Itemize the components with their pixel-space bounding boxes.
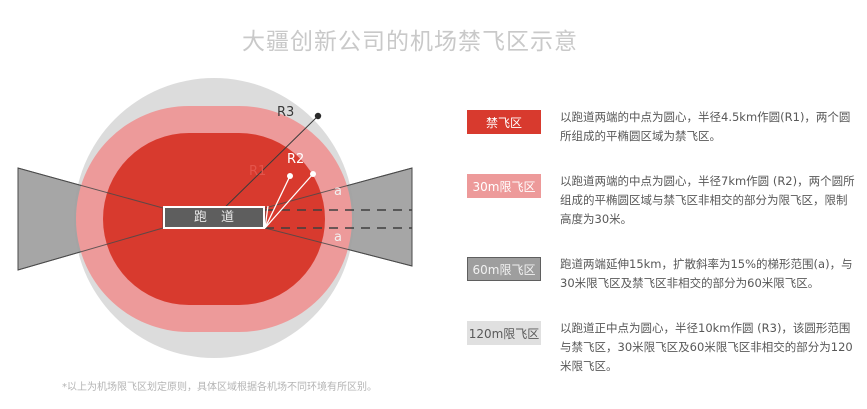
- footnote: *以上为机场限飞区划定原则，具体区域根据各机场不同环境有所区别。: [62, 382, 377, 393]
- legend-desc-no-fly: 以跑道两端的中点为圆心，半径4.5km作圆(R1)，两个圆所组成的平椭圆区域为禁…: [560, 110, 851, 143]
- legend-chip-no-fly: 禁飞区: [467, 110, 541, 134]
- airport-no-fly-zone-diagram: 跑 道 R1 R2 R3 a a: [0, 48, 440, 378]
- radius-dot-r1-edge: [287, 173, 293, 179]
- legend-row-60m: 60m限飞区 跑道两端延伸15km，扩散斜率为15%的梯形范围(a)，与30米限…: [467, 257, 857, 292]
- radius-line-r1: [264, 175, 291, 229]
- trapezoid-right-outline: [264, 167, 413, 267]
- radius-line-r2: [264, 173, 314, 229]
- page-title: 大疆创新公司的机场禁飞区示意: [242, 29, 578, 55]
- runway-label: 跑 道: [193, 210, 240, 225]
- legend-desc-60m: 跑道两端延伸15km，扩散斜率为15%的梯形范围(a)，与30米限飞区及禁飞区非…: [560, 257, 853, 290]
- legend: 禁飞区 以跑道两端的中点为圆心，半径4.5km作圆(R1)，两个圆所组成的平椭圆…: [467, 110, 857, 404]
- radius-line-r3: [213, 115, 319, 219]
- radius-dot-r3-edge: [314, 112, 322, 120]
- label-r3: R3: [277, 105, 295, 120]
- radius-dot-r2-edge: [310, 171, 316, 177]
- label-a-top: a: [334, 184, 342, 199]
- legend-desc-30m: 以跑道两端的中点为圆心，半径7km作圆 (R2)，两个圆所组成的平椭圆区域与禁飞…: [560, 174, 855, 226]
- legend-row-120m: 120m限飞区 以跑道正中点为圆心，半径10km作圆 (R3)，该圆形范围与禁飞…: [467, 321, 857, 375]
- label-r2: R2: [287, 152, 305, 167]
- legend-chip-120m: 120m限飞区: [467, 321, 541, 346]
- runway: 跑 道: [163, 206, 265, 229]
- label-r1: R1: [249, 164, 267, 179]
- legend-row-30m: 30m限飞区 以跑道两端的中点为圆心，半径7km作圆 (R2)，两个圆所组成的平…: [467, 174, 857, 228]
- label-a-bottom: a: [334, 230, 342, 245]
- legend-desc-120m: 以跑道正中点为圆心，半径10km作圆 (R3)，该圆形范围与禁飞区，30米限飞区…: [560, 321, 853, 373]
- legend-chip-30m: 30m限飞区: [467, 174, 541, 199]
- radius-line-r1-alt: [264, 205, 269, 229]
- legend-row-no-fly: 禁飞区 以跑道两端的中点为圆心，半径4.5km作圆(R1)，两个圆所组成的平椭圆…: [467, 110, 857, 145]
- legend-chip-60m: 60m限飞区: [467, 257, 541, 282]
